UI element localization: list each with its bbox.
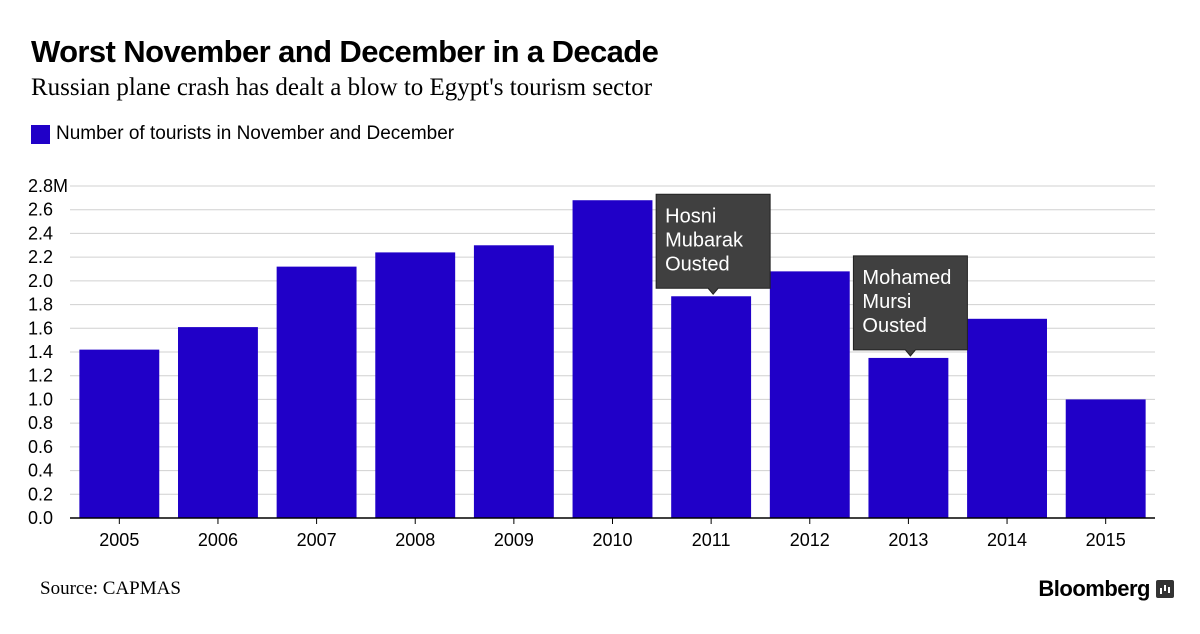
annotation-text: Mursi [862, 291, 911, 313]
annotation-text: Hosni [665, 205, 716, 227]
x-tick-label: 2010 [592, 530, 632, 550]
y-tick-label: 1.0 [28, 389, 53, 409]
y-tick-label: 1.2 [28, 366, 53, 386]
x-tick-label: 2015 [1086, 530, 1126, 550]
bar [868, 357, 949, 518]
y-tick-label: 1.6 [28, 318, 53, 338]
bar [1065, 399, 1146, 518]
x-tick-label: 2005 [99, 530, 139, 550]
y-tick-label: 0.0 [28, 508, 53, 528]
y-tick-label: 2.0 [28, 271, 53, 291]
bar [178, 327, 258, 518]
x-tick-label: 2014 [987, 530, 1027, 550]
y-tick-label: 0.6 [28, 437, 53, 457]
y-tick-label: 2.2 [28, 247, 53, 267]
x-tick-label: 2012 [790, 530, 830, 550]
bar [967, 318, 1047, 518]
y-tick-label: 1.4 [28, 342, 53, 362]
annotation-callout [655, 193, 771, 296]
bar [473, 245, 554, 519]
y-tick-label: 1.8 [28, 295, 53, 315]
y-tick-label: 2.6 [28, 200, 53, 220]
annotation-text: Ousted [665, 253, 729, 275]
x-tick-label: 2008 [395, 530, 435, 550]
source-note: Source: CAPMAS [40, 578, 181, 599]
y-tick-label: 0.8 [28, 413, 53, 433]
bar [276, 266, 357, 518]
x-tick-label: 2006 [198, 530, 238, 550]
y-tick-label: 2.4 [28, 223, 53, 243]
brand-name: Bloomberg [1038, 576, 1150, 601]
bar [79, 349, 160, 518]
y-tick-label: 0.4 [28, 461, 53, 481]
bar [572, 200, 653, 518]
chart-title: Worst November and December in a Decade [31, 34, 659, 69]
y-tick-label: 0.2 [28, 484, 53, 504]
annotation-text: Mubarak [665, 229, 744, 251]
brand-logo: Bloomberg [1038, 576, 1174, 602]
annotation-text: Ousted [862, 315, 926, 337]
chart-subtitle: Russian plane crash has dealt a blow to … [31, 74, 653, 101]
x-tick-label: 2009 [494, 530, 534, 550]
bloomberg-terminal-icon [1156, 580, 1174, 598]
legend: Number of tourists in November and Decem… [31, 123, 454, 145]
legend-label: Number of tourists in November and Decem… [56, 123, 455, 144]
x-tick-label: 2013 [888, 530, 928, 550]
legend-swatch [31, 124, 50, 144]
annotation-text: Mohamed [862, 267, 951, 289]
y-tick-label: 2.8M [28, 176, 68, 196]
bar [769, 271, 850, 518]
annotation-callout [852, 255, 968, 357]
x-tick-label: 2007 [297, 530, 337, 550]
x-tick-label: 2011 [692, 530, 731, 550]
bar [671, 296, 752, 518]
bar [375, 252, 456, 518]
